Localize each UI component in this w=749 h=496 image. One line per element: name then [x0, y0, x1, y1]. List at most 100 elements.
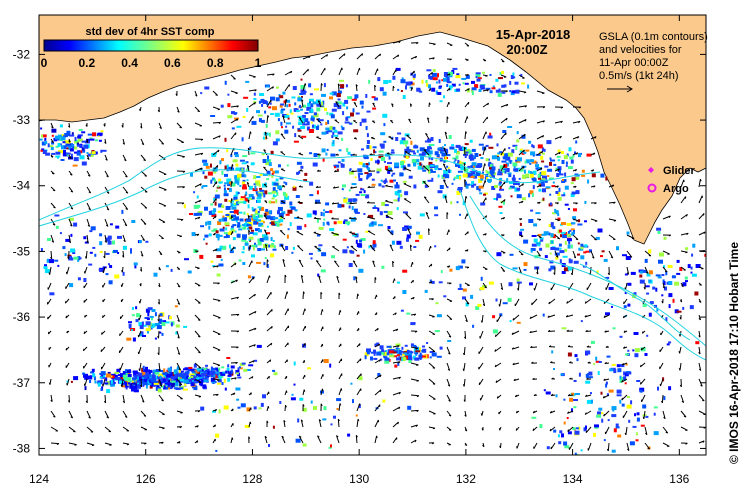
sst-pixel	[383, 356, 388, 359]
velocity-arrow	[500, 148, 506, 156]
sst-pixel	[566, 417, 569, 419]
sst-pixel	[656, 307, 659, 312]
sst-pixel	[384, 165, 388, 170]
velocity-arrowhead	[316, 260, 319, 262]
sst-pixel	[595, 356, 598, 361]
sst-pixel	[259, 206, 265, 211]
velocity-arrowhead	[379, 389, 382, 393]
sst-pixel	[246, 213, 249, 216]
sst-pixel	[277, 118, 280, 122]
velocity-arrowhead	[542, 92, 545, 95]
sst-pixel	[201, 185, 204, 189]
sst-pixel	[224, 173, 228, 177]
sst-pixel	[325, 202, 330, 206]
sst-pixel	[402, 165, 406, 169]
velocity-arrowhead	[334, 136, 338, 139]
sst-pixel	[195, 373, 200, 376]
sst-pixel	[430, 170, 436, 173]
velocity-arrowhead	[285, 405, 287, 408]
sst-pixel	[214, 181, 217, 184]
velocity-arrow	[248, 327, 257, 332]
sst-pixel	[264, 213, 267, 216]
velocity-arrow	[86, 202, 91, 211]
sst-pixel	[420, 163, 423, 167]
sst-pixel	[653, 431, 659, 436]
info-line-4: 0.5m/s (1kt 24h)	[599, 70, 678, 82]
sst-pixel	[571, 177, 576, 182]
sst-pixel	[173, 378, 178, 383]
velocity-arrow	[698, 213, 705, 220]
sst-pixel	[245, 220, 248, 223]
sst-pixel	[380, 179, 383, 182]
sst-pixel	[656, 227, 662, 231]
sst-pixel	[358, 376, 363, 381]
sst-pixel	[122, 371, 127, 375]
sst-pixel	[471, 184, 475, 188]
sst-pixel	[587, 179, 590, 184]
sst-pixel	[507, 297, 512, 302]
velocity-arrow	[158, 138, 165, 145]
velocity-arrow	[86, 442, 95, 446]
velocity-arrowhead	[139, 269, 143, 272]
velocity-arrowhead	[584, 301, 587, 304]
velocity-arrowhead	[264, 200, 267, 202]
velocity-arrow	[68, 410, 74, 419]
sst-pixel	[337, 203, 342, 208]
sst-pixel	[248, 226, 253, 230]
sst-pixel	[331, 142, 335, 147]
velocity-arrowhead	[283, 419, 286, 423]
sst-pixel	[135, 319, 139, 323]
sst-pixel	[256, 199, 261, 203]
sst-pixel	[66, 147, 69, 150]
sst-pixel	[341, 204, 345, 208]
sst-pixel	[227, 115, 233, 119]
sst-pixel	[428, 156, 431, 160]
sst-pixel	[300, 85, 306, 89]
sst-pixel	[485, 144, 489, 147]
sst-pixel	[390, 168, 393, 172]
sst-pixel	[147, 307, 153, 311]
velocity-arrow	[511, 330, 520, 335]
sst-pixel	[228, 187, 232, 192]
sst-pixel	[77, 142, 79, 146]
sst-pixel	[404, 352, 407, 356]
sst-pixel	[401, 357, 404, 362]
sst-pixel	[402, 95, 406, 99]
sst-pixel	[229, 372, 233, 375]
sst-pixel	[528, 219, 534, 223]
sst-pixel	[173, 372, 176, 375]
velocity-arrow	[337, 83, 340, 92]
sst-pixel	[142, 377, 144, 380]
sst-pixel	[368, 223, 374, 227]
velocity-arrowhead	[542, 135, 545, 138]
sst-pixel	[516, 281, 522, 284]
velocity-arrowhead	[639, 364, 642, 368]
velocity-arrowhead	[320, 83, 323, 86]
velocity-arrow	[374, 404, 381, 412]
sst-pixel	[210, 377, 215, 382]
velocity-arrow	[356, 419, 359, 428]
sst-pixel	[471, 148, 476, 152]
sst-pixel	[310, 117, 314, 121]
sst-pixel	[411, 150, 415, 153]
sst-pixel	[152, 369, 156, 373]
velocity-arrowhead	[70, 416, 73, 419]
velocity-arrow	[661, 394, 664, 403]
sst-pixel	[245, 197, 251, 200]
velocity-arrow	[68, 394, 70, 403]
sst-pixel	[554, 252, 560, 256]
velocity-arrowhead	[217, 379, 220, 382]
sst-pixel	[273, 182, 279, 186]
legend-glider-label: Glider	[663, 165, 696, 177]
sst-pixel	[97, 382, 101, 387]
sst-pixel	[268, 200, 272, 204]
sst-pixel	[289, 222, 292, 227]
sst-pixel	[562, 234, 568, 239]
sst-pixel	[122, 271, 125, 276]
sst-pixel	[561, 327, 567, 330]
sst-pixel	[413, 246, 417, 248]
sst-pixel	[217, 379, 222, 383]
velocity-arrowhead	[576, 152, 579, 155]
sst-pixel	[224, 165, 228, 170]
velocity-arrow	[315, 260, 322, 268]
